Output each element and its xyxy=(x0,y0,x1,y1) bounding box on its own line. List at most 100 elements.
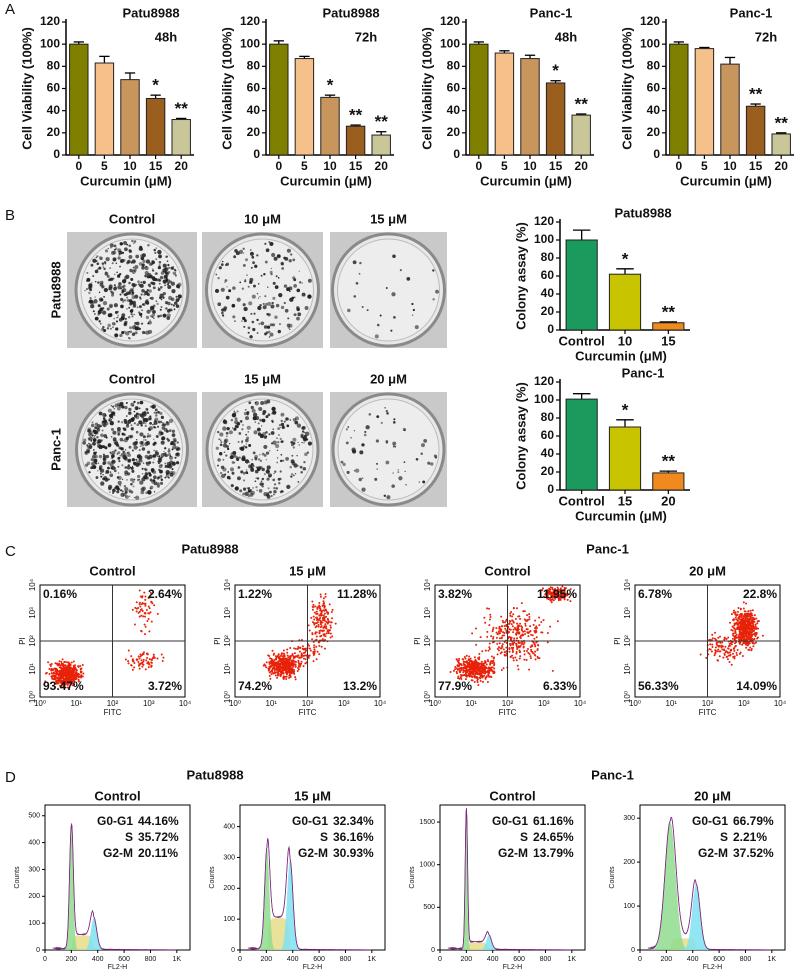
event-dot xyxy=(142,663,145,666)
colony-dot xyxy=(118,403,124,408)
event-dot xyxy=(719,650,722,653)
colony-dot xyxy=(254,421,257,423)
event-dot xyxy=(313,611,316,614)
colony-dot xyxy=(98,304,100,307)
event-dot xyxy=(56,681,59,684)
colony-dot xyxy=(168,418,174,424)
phase-name: G2-M xyxy=(498,846,528,860)
colony-dot xyxy=(136,423,140,427)
event-dot xyxy=(462,671,465,674)
y-tick-label: 10⁴ xyxy=(623,578,632,591)
colony-dot xyxy=(239,281,242,284)
event-dot xyxy=(289,664,292,667)
colony-dot xyxy=(98,411,103,416)
event-dot xyxy=(316,650,319,653)
event-dot xyxy=(315,610,318,613)
colony-dot xyxy=(102,457,107,462)
event-dot xyxy=(555,590,558,593)
colony-dot xyxy=(109,267,112,270)
colony-dot xyxy=(246,487,249,489)
colony-dot xyxy=(152,304,156,308)
event-dot xyxy=(459,663,462,666)
colony-dot xyxy=(140,422,143,426)
colony-dot xyxy=(133,422,136,425)
colony-dot xyxy=(84,451,88,454)
event-dot xyxy=(461,658,464,661)
colony-dot xyxy=(263,435,268,439)
event-dot xyxy=(747,610,750,613)
colony-dot xyxy=(254,264,258,268)
event-dot xyxy=(273,669,276,672)
event-dot xyxy=(717,636,720,639)
colony-dot xyxy=(110,428,114,432)
x-tick-label: 200 xyxy=(661,956,673,963)
y-tick-label: 500 xyxy=(423,904,435,911)
colony-dot xyxy=(153,420,158,425)
x-tick-label: 600 xyxy=(513,956,525,963)
colony-dot xyxy=(144,424,147,428)
colony-dot xyxy=(251,255,255,259)
colony-dot xyxy=(246,274,248,276)
event-dot xyxy=(748,617,751,620)
colony-dot xyxy=(253,312,256,315)
plot-title: 20 μM xyxy=(694,788,731,803)
colony-dot xyxy=(124,330,126,333)
event-dot xyxy=(738,642,741,645)
colony-dot xyxy=(267,330,271,334)
y-tick-label: 0 xyxy=(431,947,435,954)
event-dot xyxy=(527,651,530,654)
colony-dot xyxy=(169,472,174,477)
colony-dot xyxy=(174,441,176,443)
colony-dot xyxy=(128,458,132,462)
event-dot xyxy=(280,662,283,665)
event-dot xyxy=(510,610,513,613)
y-tick-label: 80 xyxy=(541,250,555,264)
x-tick-label: 10⁰ xyxy=(429,699,441,708)
event-dot xyxy=(468,673,471,676)
event-dot xyxy=(532,652,535,655)
colony-dot xyxy=(247,431,250,433)
colony-dot xyxy=(217,302,222,307)
event-dot xyxy=(734,616,737,619)
event-dot xyxy=(477,669,480,672)
event-dot xyxy=(140,614,143,617)
colony-dot xyxy=(300,433,304,437)
quadrant-percent: 13.2% xyxy=(343,679,377,693)
event-dot xyxy=(148,612,151,615)
event-dot xyxy=(77,678,80,681)
event-dot xyxy=(486,607,489,610)
event-dot xyxy=(717,648,720,651)
colony-dot xyxy=(380,421,383,425)
event-dot xyxy=(146,652,149,655)
colony-dot xyxy=(87,451,90,454)
event-dot xyxy=(753,637,756,640)
chart-subtitle: 48h xyxy=(555,29,577,44)
event-dot xyxy=(293,660,296,663)
event-dot xyxy=(143,615,146,618)
y-axis-label: Counts xyxy=(409,866,416,889)
colony-dot xyxy=(248,401,252,405)
colony-dot xyxy=(92,449,95,451)
event-dot xyxy=(519,651,522,654)
colony-dot xyxy=(297,312,302,317)
colony-dot xyxy=(123,485,127,488)
event-dot xyxy=(523,610,526,613)
phase-percent: 13.79% xyxy=(533,846,574,860)
colony-dot xyxy=(172,445,177,450)
event-dot xyxy=(748,637,751,640)
colony-dot xyxy=(133,496,136,499)
y-axis-label: PI xyxy=(18,637,27,645)
event-dot xyxy=(735,651,738,654)
colony-dot xyxy=(224,473,227,476)
event-dot xyxy=(142,651,145,654)
colony-dot xyxy=(263,273,266,276)
colony-dot xyxy=(119,448,122,450)
colony-dot xyxy=(252,465,255,467)
event-dot xyxy=(324,635,327,638)
colony-dot xyxy=(129,326,132,330)
event-dot xyxy=(61,664,64,667)
chart-subtitle: 72h xyxy=(755,29,777,44)
colony-dot xyxy=(169,455,173,460)
colony-dot xyxy=(281,459,285,462)
event-dot xyxy=(746,628,749,631)
